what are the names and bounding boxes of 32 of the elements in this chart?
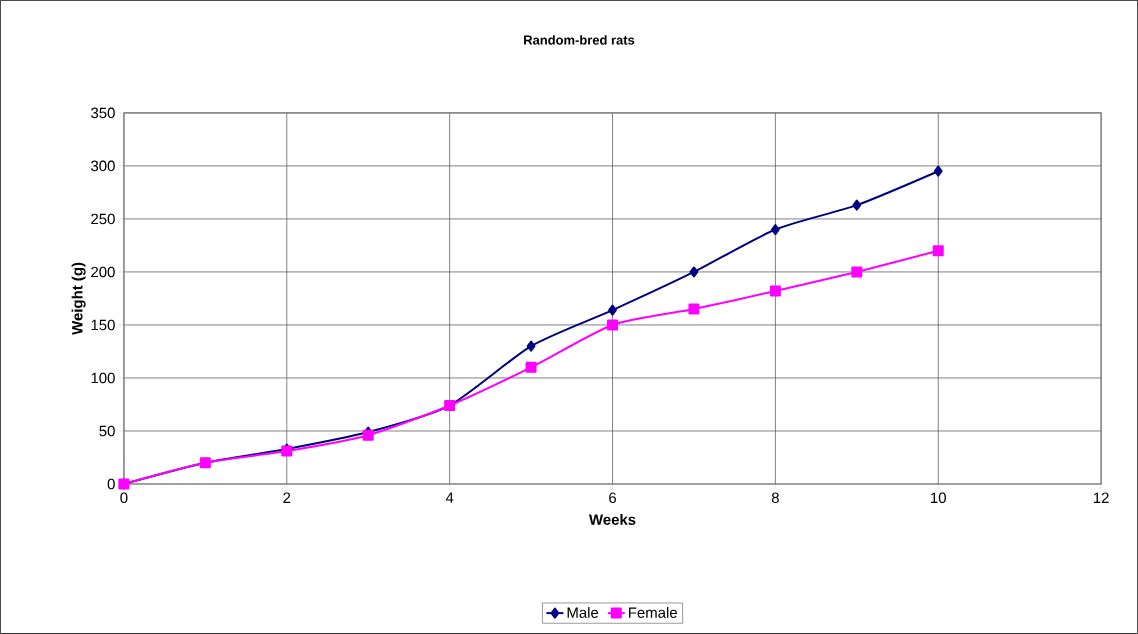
x-tick-label: 8 [771, 492, 779, 504]
chart-title: Random-bred rats [524, 35, 635, 45]
x-tick-label: 0 [120, 492, 128, 504]
point [525, 361, 537, 373]
point [771, 224, 780, 236]
point [526, 340, 536, 352]
x-tick-label: 12 [1093, 492, 1109, 503]
point [608, 304, 617, 316]
y-tick-label: 0 [107, 478, 115, 490]
y-tick-label: 250 [91, 213, 115, 225]
point [607, 319, 619, 331]
legend-label: Male [567, 607, 599, 618]
y-axis-title: Weight (g) [71, 262, 86, 335]
x-tick-label: 6 [609, 492, 617, 504]
point [852, 199, 862, 211]
point [769, 285, 781, 297]
y-tick-label: 50 [99, 425, 115, 437]
point [933, 165, 943, 177]
x-axis-title: Weeks [588, 513, 636, 525]
y-tick-label: 150 [91, 319, 115, 331]
x-tick-label: 10 [931, 492, 946, 504]
y-tick-label: 100 [91, 372, 115, 384]
point [932, 245, 944, 257]
point [689, 266, 699, 278]
point [851, 266, 863, 278]
point [688, 303, 700, 315]
x-tick-label: 2 [283, 492, 291, 503]
x-tick-label: 4 [445, 492, 454, 503]
y-tick-label: 350 [91, 107, 115, 119]
legend-label: Female [629, 607, 677, 618]
y-tick-label: 300 [91, 160, 115, 172]
y-tick-label: 200 [91, 266, 115, 278]
